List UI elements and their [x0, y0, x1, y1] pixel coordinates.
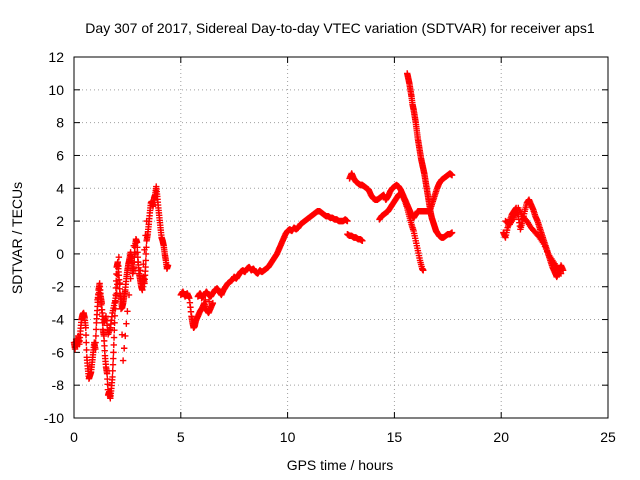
- data-point: [420, 267, 427, 274]
- y-tick-label: 10: [48, 82, 64, 98]
- data-point: [103, 370, 111, 377]
- data-point: [110, 341, 117, 349]
- data-point: [124, 308, 131, 315]
- data-point: [139, 275, 146, 282]
- data-point: [92, 332, 100, 340]
- x-tick-label: 25: [600, 429, 616, 445]
- data-point: [109, 367, 116, 375]
- data-point: [117, 305, 125, 313]
- y-tick-label: -8: [52, 377, 65, 393]
- data-point: [82, 331, 90, 339]
- y-tick-label: -4: [52, 312, 65, 328]
- chart-title: Day 307 of 2017, Sidereal Day-to-day VTE…: [85, 20, 595, 36]
- plot-frame: [73, 56, 609, 419]
- data-point: [110, 355, 117, 362]
- data-point: [448, 229, 456, 236]
- data-point: [114, 272, 121, 279]
- y-tick-label: 2: [56, 213, 64, 229]
- data-point: [142, 257, 150, 264]
- data-point: [448, 171, 456, 179]
- data-point: [113, 290, 120, 297]
- data-point: [116, 279, 124, 287]
- data-point: [122, 332, 129, 340]
- y-tick-label: 4: [56, 180, 64, 196]
- y-tick-label: 0: [56, 246, 64, 262]
- data-point: [118, 331, 126, 338]
- x-tick-label: 15: [387, 429, 403, 445]
- x-axis-ticks: 0 5 10 15 20 25: [70, 57, 616, 445]
- data-point: [111, 319, 118, 327]
- data-point: [125, 291, 133, 299]
- data-point: [359, 237, 366, 244]
- data-point: [143, 217, 150, 225]
- y-axis-label: SDTVAR / TECUs: [9, 182, 25, 294]
- x-tick-label: 5: [177, 429, 185, 445]
- data-point: [82, 324, 89, 331]
- x-axis-label: GPS time / hours: [287, 457, 394, 473]
- data-point: [104, 375, 111, 383]
- data-point: [142, 250, 150, 258]
- data-point: [205, 298, 213, 305]
- y-tick-label: -2: [52, 279, 65, 295]
- data-point: [92, 345, 99, 353]
- data-point: [83, 346, 90, 354]
- data-point: [92, 326, 100, 333]
- data-point: [344, 217, 351, 225]
- data-points: [70, 70, 567, 402]
- data-point: [132, 250, 140, 258]
- data-point: [130, 242, 138, 249]
- data-point: [109, 361, 117, 368]
- y-tick-label: -6: [52, 344, 65, 360]
- x-tick-label: 0: [70, 429, 78, 445]
- data-point: [209, 299, 217, 307]
- data-point: [83, 339, 90, 346]
- x-tick-label: 20: [493, 429, 509, 445]
- data-point: [137, 267, 144, 274]
- data-point: [164, 262, 172, 269]
- data-point: [112, 277, 120, 285]
- y-tick-label: 8: [56, 115, 64, 131]
- y-axis-ticks: -10 -8 -6 -4 -2 0 2 4 6 8 10 12: [44, 49, 608, 426]
- data-point: [120, 345, 128, 352]
- data-point: [109, 373, 116, 381]
- data-point: [115, 263, 122, 270]
- data-point: [119, 357, 127, 364]
- data-point: [129, 258, 136, 266]
- data-point: [110, 334, 118, 341]
- x-tick-label: 10: [280, 429, 296, 445]
- data-point: [142, 232, 149, 239]
- data-point: [123, 320, 130, 327]
- y-tick-label: 6: [56, 147, 64, 163]
- data-point: [557, 270, 565, 277]
- y-tick-label: 12: [48, 49, 64, 65]
- data-point: [202, 296, 209, 304]
- data-point: [111, 327, 118, 334]
- data-point: [141, 246, 148, 254]
- data-point: [140, 260, 147, 268]
- data-point: [110, 349, 117, 356]
- data-point: [115, 253, 123, 261]
- data-point: [127, 275, 134, 282]
- data-point: [92, 339, 99, 346]
- data-point: [134, 258, 142, 266]
- y-tick-label: -10: [44, 410, 64, 426]
- data-point: [112, 284, 120, 292]
